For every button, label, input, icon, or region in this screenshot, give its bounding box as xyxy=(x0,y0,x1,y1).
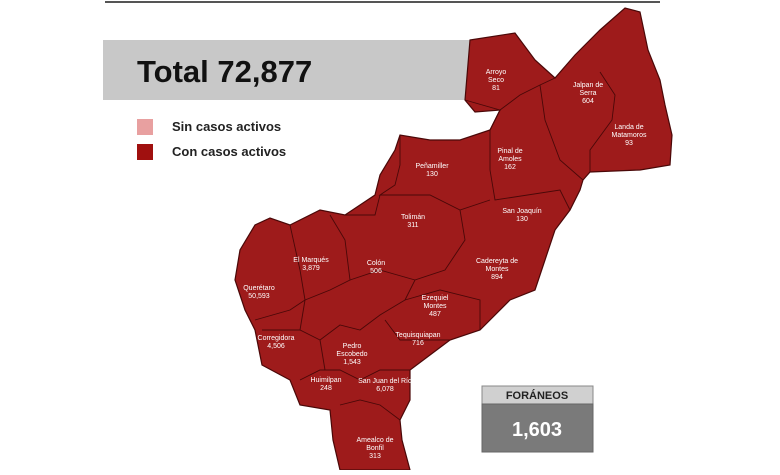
municipality-name: Pinal de xyxy=(497,148,522,155)
municipal-border xyxy=(299,369,410,381)
municipal-border xyxy=(345,194,381,216)
municipality-name: Huimilpan xyxy=(310,377,341,384)
municipality-name: Corregidora xyxy=(258,335,295,342)
municipality-cases: 248 xyxy=(320,385,332,392)
municipality-name: Seco xyxy=(488,77,504,84)
municipal-border xyxy=(404,209,466,301)
municipality-name: San Joaquín xyxy=(502,208,541,215)
municipality-name: Amealco de xyxy=(357,437,394,444)
municipal-border xyxy=(589,71,616,172)
municipality-cases: 1,543 xyxy=(343,359,361,366)
total-value: 72,877 xyxy=(217,54,312,89)
municipality-name: Bonfil xyxy=(366,445,384,452)
municipal-border xyxy=(349,269,416,281)
municipality-name: Arroyo xyxy=(486,69,507,76)
municipal-border xyxy=(464,77,556,111)
municipality-cases: 6,078 xyxy=(376,386,394,393)
municipality-name: San Juan del Río xyxy=(358,378,412,385)
municipality-cases: 506 xyxy=(370,268,382,275)
municipal-border xyxy=(384,319,450,341)
foraneos-box xyxy=(481,403,594,453)
legend-label: Con casos activos xyxy=(172,144,286,159)
municipality-cases: 162 xyxy=(504,164,516,171)
municipality-cases: 3,879 xyxy=(302,265,320,272)
municipal-border xyxy=(299,299,306,331)
municipality-name: Serra xyxy=(579,90,596,97)
municipality-name: Landa de xyxy=(614,124,643,131)
municipality-cases: 130 xyxy=(516,216,528,223)
total-title: Total xyxy=(137,54,209,89)
municipality-name: Jalpan de xyxy=(573,82,603,89)
legend: Sin casos activos Con casos activos xyxy=(137,119,286,160)
municipality-name: Tolimán xyxy=(401,214,425,221)
municipality-name: Colón xyxy=(367,260,385,267)
municipality-cases: 313 xyxy=(369,453,381,460)
municipality-name: El Marqués xyxy=(293,257,329,264)
municipality-name: Escobedo xyxy=(336,351,367,358)
municipality-cases: 487 xyxy=(429,311,441,318)
municipal-border xyxy=(339,399,401,421)
legend-swatch xyxy=(137,119,153,135)
foraneos-value: 1,603 xyxy=(512,419,562,441)
municipality-name: Pedro xyxy=(343,343,362,350)
municipality-name: Peñamiller xyxy=(415,163,449,170)
municipal-border xyxy=(539,84,584,181)
municipality-cases: 50,593 xyxy=(248,293,270,300)
state-shape xyxy=(234,7,673,471)
municipal-border xyxy=(289,214,351,301)
municipality-cases: 93 xyxy=(625,140,633,147)
municipality-name: Querétaro xyxy=(243,285,275,292)
foraneos-label: FORÁNEOS xyxy=(506,389,568,402)
municipal-border xyxy=(404,289,481,330)
municipality-name: Montes xyxy=(424,303,447,310)
municipal-border xyxy=(254,299,306,321)
legend-swatch xyxy=(137,144,153,160)
municipality-name: Montes xyxy=(486,266,509,273)
municipality-cases: 81 xyxy=(492,85,500,92)
municipality-name: Amoles xyxy=(498,156,522,163)
municipality-cases: 604 xyxy=(582,98,594,105)
municipality-name: Cadereyta de xyxy=(476,258,518,265)
municipal-border xyxy=(489,109,571,211)
municipality-cases: 311 xyxy=(407,222,418,229)
municipality-cases: 716 xyxy=(412,340,424,347)
municipality-cases: 4,506 xyxy=(267,343,285,350)
total-banner xyxy=(103,40,473,100)
municipality-name: Ezequiel xyxy=(422,295,449,302)
municipality-cases: 894 xyxy=(491,274,503,281)
total-text: Total 72,877 xyxy=(137,54,312,89)
municipality-cases: 130 xyxy=(426,171,438,178)
legend-label: Sin casos activos xyxy=(172,119,281,134)
municipality-name: Matamoros xyxy=(611,132,647,139)
municipality-name: Tequisquiapan xyxy=(395,332,440,339)
municipal-border xyxy=(319,339,326,371)
